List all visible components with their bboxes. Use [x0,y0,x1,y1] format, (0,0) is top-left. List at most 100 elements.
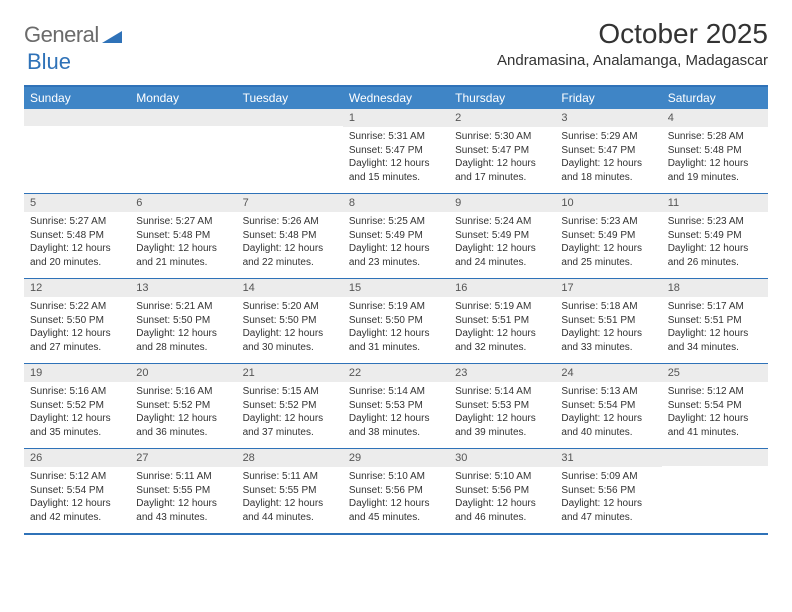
day-number [24,109,130,126]
day-details: Sunrise: 5:29 AMSunset: 5:47 PMDaylight:… [555,127,661,188]
daylight-line: Daylight: 12 hours and 43 minutes. [136,497,230,524]
sunset-line: Sunset: 5:53 PM [349,399,443,413]
sunset-line: Sunset: 5:47 PM [455,144,549,158]
sunrise-line: Sunrise: 5:23 AM [668,215,762,229]
day-details: Sunrise: 5:28 AMSunset: 5:48 PMDaylight:… [662,127,768,188]
calendar-cell: 31Sunrise: 5:09 AMSunset: 5:56 PMDayligh… [555,449,661,533]
sunset-line: Sunset: 5:54 PM [30,484,124,498]
day-number: 5 [24,194,130,212]
day-details: Sunrise: 5:13 AMSunset: 5:54 PMDaylight:… [555,382,661,443]
calendar-cell: 29Sunrise: 5:10 AMSunset: 5:56 PMDayligh… [343,449,449,533]
month-title: October 2025 [497,18,768,50]
day-number [237,109,343,126]
calendar-cell: 14Sunrise: 5:20 AMSunset: 5:50 PMDayligh… [237,279,343,363]
day-number: 24 [555,364,661,382]
day-header-fri: Friday [555,87,661,109]
calendar-week: 26Sunrise: 5:12 AMSunset: 5:54 PMDayligh… [24,449,768,535]
day-details: Sunrise: 5:19 AMSunset: 5:50 PMDaylight:… [343,297,449,358]
calendar-week: 5Sunrise: 5:27 AMSunset: 5:48 PMDaylight… [24,194,768,279]
calendar-cell: 2Sunrise: 5:30 AMSunset: 5:47 PMDaylight… [449,109,555,193]
sunset-line: Sunset: 5:47 PM [349,144,443,158]
daylight-line: Daylight: 12 hours and 19 minutes. [668,157,762,184]
daylight-line: Daylight: 12 hours and 24 minutes. [455,242,549,269]
daylight-line: Daylight: 12 hours and 25 minutes. [561,242,655,269]
day-details: Sunrise: 5:12 AMSunset: 5:54 PMDaylight:… [24,467,130,528]
sunrise-line: Sunrise: 5:20 AM [243,300,337,314]
sunrise-line: Sunrise: 5:16 AM [30,385,124,399]
calendar-cell: 1Sunrise: 5:31 AMSunset: 5:47 PMDaylight… [343,109,449,193]
sunset-line: Sunset: 5:52 PM [243,399,337,413]
sunset-line: Sunset: 5:50 PM [349,314,443,328]
day-number: 16 [449,279,555,297]
calendar-cell: 22Sunrise: 5:14 AMSunset: 5:53 PMDayligh… [343,364,449,448]
daylight-line: Daylight: 12 hours and 47 minutes. [561,497,655,524]
day-number: 17 [555,279,661,297]
day-details: Sunrise: 5:23 AMSunset: 5:49 PMDaylight:… [555,212,661,273]
calendar-cell: 26Sunrise: 5:12 AMSunset: 5:54 PMDayligh… [24,449,130,533]
day-number: 25 [662,364,768,382]
sunset-line: Sunset: 5:54 PM [668,399,762,413]
day-details: Sunrise: 5:17 AMSunset: 5:51 PMDaylight:… [662,297,768,358]
sunrise-line: Sunrise: 5:21 AM [136,300,230,314]
sunset-line: Sunset: 5:53 PM [455,399,549,413]
sunrise-line: Sunrise: 5:19 AM [349,300,443,314]
daylight-line: Daylight: 12 hours and 26 minutes. [668,242,762,269]
day-number: 1 [343,109,449,127]
day-details: Sunrise: 5:25 AMSunset: 5:49 PMDaylight:… [343,212,449,273]
day-details: Sunrise: 5:26 AMSunset: 5:48 PMDaylight:… [237,212,343,273]
sunrise-line: Sunrise: 5:27 AM [30,215,124,229]
sunset-line: Sunset: 5:55 PM [136,484,230,498]
sunset-line: Sunset: 5:52 PM [136,399,230,413]
day-details: Sunrise: 5:22 AMSunset: 5:50 PMDaylight:… [24,297,130,358]
sunrise-line: Sunrise: 5:14 AM [455,385,549,399]
sunrise-line: Sunrise: 5:17 AM [668,300,762,314]
location-text: Andramasina, Analamanga, Madagascar [497,52,768,69]
sunset-line: Sunset: 5:48 PM [668,144,762,158]
day-number: 3 [555,109,661,127]
sunset-line: Sunset: 5:56 PM [561,484,655,498]
day-number: 20 [130,364,236,382]
calendar-cell: 6Sunrise: 5:27 AMSunset: 5:48 PMDaylight… [130,194,236,278]
sunrise-line: Sunrise: 5:15 AM [243,385,337,399]
day-number: 11 [662,194,768,212]
calendar-cell: 3Sunrise: 5:29 AMSunset: 5:47 PMDaylight… [555,109,661,193]
day-number: 14 [237,279,343,297]
day-number: 9 [449,194,555,212]
sunset-line: Sunset: 5:47 PM [561,144,655,158]
sunrise-line: Sunrise: 5:16 AM [136,385,230,399]
sunset-line: Sunset: 5:49 PM [561,229,655,243]
daylight-line: Daylight: 12 hours and 21 minutes. [136,242,230,269]
day-number: 7 [237,194,343,212]
daylight-line: Daylight: 12 hours and 22 minutes. [243,242,337,269]
day-details: Sunrise: 5:09 AMSunset: 5:56 PMDaylight:… [555,467,661,528]
calendar-cell: 24Sunrise: 5:13 AMSunset: 5:54 PMDayligh… [555,364,661,448]
sunrise-line: Sunrise: 5:09 AM [561,470,655,484]
calendar-cell: 21Sunrise: 5:15 AMSunset: 5:52 PMDayligh… [237,364,343,448]
calendar-cell: 18Sunrise: 5:17 AMSunset: 5:51 PMDayligh… [662,279,768,363]
sunrise-line: Sunrise: 5:22 AM [30,300,124,314]
day-details [662,466,768,473]
day-header-thu: Thursday [449,87,555,109]
day-number [130,109,236,126]
sunset-line: Sunset: 5:54 PM [561,399,655,413]
day-details: Sunrise: 5:27 AMSunset: 5:48 PMDaylight:… [130,212,236,273]
day-details: Sunrise: 5:10 AMSunset: 5:56 PMDaylight:… [449,467,555,528]
sunset-line: Sunset: 5:56 PM [349,484,443,498]
calendar-cell: 7Sunrise: 5:26 AMSunset: 5:48 PMDaylight… [237,194,343,278]
day-number: 26 [24,449,130,467]
day-number: 21 [237,364,343,382]
day-details: Sunrise: 5:12 AMSunset: 5:54 PMDaylight:… [662,382,768,443]
daylight-line: Daylight: 12 hours and 20 minutes. [30,242,124,269]
calendar-cell: 8Sunrise: 5:25 AMSunset: 5:49 PMDaylight… [343,194,449,278]
day-details: Sunrise: 5:18 AMSunset: 5:51 PMDaylight:… [555,297,661,358]
sunset-line: Sunset: 5:51 PM [455,314,549,328]
day-details: Sunrise: 5:14 AMSunset: 5:53 PMDaylight:… [343,382,449,443]
sunset-line: Sunset: 5:55 PM [243,484,337,498]
day-details: Sunrise: 5:27 AMSunset: 5:48 PMDaylight:… [24,212,130,273]
calendar-cell: 16Sunrise: 5:19 AMSunset: 5:51 PMDayligh… [449,279,555,363]
sunrise-line: Sunrise: 5:28 AM [668,130,762,144]
sunset-line: Sunset: 5:49 PM [349,229,443,243]
calendar-page: General October 2025 Andramasina, Analam… [0,0,792,545]
daylight-line: Daylight: 12 hours and 17 minutes. [455,157,549,184]
calendar-cell: 17Sunrise: 5:18 AMSunset: 5:51 PMDayligh… [555,279,661,363]
